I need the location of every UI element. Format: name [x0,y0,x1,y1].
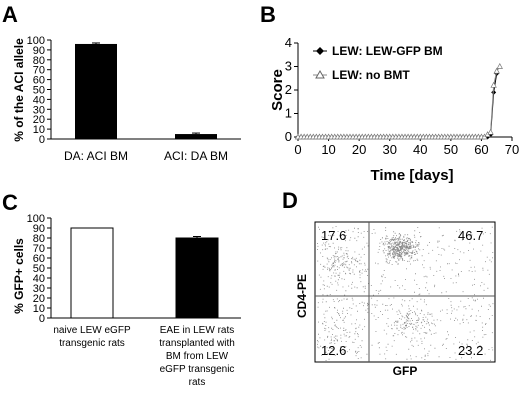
panel-b-point-nobmt [493,67,500,74]
panel-b-legend: LEW: LEW-GFP BM LEW: no BMT [313,44,443,82]
panel-b-x-tick-label: 20 [352,142,366,157]
panel-a-y-tick-label: 90 [33,45,45,57]
panel-a-y-tick-label: 30 [33,104,45,116]
panel-c-category-label: transplanted with [159,338,235,349]
panel-label-b: B [260,2,276,27]
panel-b-x-tick-label: 10 [321,142,335,157]
panel-d-xlabel: GFP [393,364,418,378]
panel-c-y-tick-label: 10 [33,303,45,315]
panel-c-y-tick-label: 90 [33,223,45,235]
panel-a-category-label: DA: ACI BM [64,149,128,163]
panel-c-ylabel: % GFP+ cells [12,238,26,314]
legend-marker-nobmt [315,69,325,79]
panel-b-series-line [298,73,498,138]
panel-b-point-nobmt [490,81,497,88]
panel-c-category-label: rats [189,377,206,388]
panel-a-bar [175,134,217,139]
panel-d-events [317,226,494,361]
panel-b-y-tick-label: 2 [285,82,292,97]
panel-a-y-tick-label: 0 [39,134,45,146]
panel-c-y-tick-label: 60 [33,253,45,265]
panel-b-x-tick-label: 40 [413,142,427,157]
panel-b-x-tick-label: 50 [444,142,458,157]
panel-a-y-tick-label: 50 [33,85,45,97]
panel-c-y-tick-label: 80 [33,233,45,245]
panel-b-x-tick-label: 60 [474,142,488,157]
panel-b-point-nobmt [496,62,503,69]
panel-b-y-tick-label: 0 [285,129,292,144]
quadrant-lower-right: 23.2 [458,343,483,358]
panel-a-category-label: ACI: DA BM [164,149,228,163]
quadrant-upper-right: 46.7 [458,228,483,243]
panel-a-y-tick-label: 70 [33,65,45,77]
panel-a-bar [75,43,117,139]
panel-c-bar [175,237,219,319]
panel-c-y-tick-label: 100 [27,213,45,225]
quadrant-upper-left: 17.6 [321,228,346,243]
panel-a-y-tick-label: 80 [33,55,45,67]
panel-b-y-tick-label: 4 [285,35,292,50]
panel-a-ylabel: % of the ACI allele [12,38,26,142]
panel-b-ylabel: Score [269,69,286,111]
panel-label-d: D [282,188,298,213]
quadrant-lower-left: 12.6 [321,343,346,358]
panel-a-y-tick-label: 40 [33,94,45,106]
panel-b-y-tick-label: 1 [285,106,292,121]
panel-b-x-tick-label: 0 [294,142,301,157]
panel-a-y-tick-label: 20 [33,114,45,126]
panel-b-x-tick-label: 30 [382,142,396,157]
panel-b-y-tick-label: 3 [285,59,292,74]
panel-a-y-tick-label: 10 [33,124,45,136]
panel-b-point-nobmt [487,128,494,135]
panel-c-category-label: naive LEW eGFP [53,325,131,336]
panel-label-a: A [2,2,18,27]
panel-c-y-tick-label: 20 [33,293,45,305]
legend-label-gfp: LEW: LEW-GFP BM [332,44,443,58]
panel-c-y-tick-label: 70 [33,243,45,255]
legend-label-nobmt: LEW: no BMT [332,68,410,82]
panel-b-x-tick-label: 70 [505,142,519,157]
panel-c-y-tick-label: 30 [33,283,45,295]
panel-c-y-tick-label: 40 [33,273,45,285]
panel-c-category-label: transgenic rats [59,338,125,349]
panel-c-y-tick-label: 0 [39,313,45,325]
panel-b-xlabel: Time [days] [370,167,453,184]
panel-a-y-tick-label: 60 [33,75,45,87]
panel-a-y-tick-label: 100 [27,35,45,47]
panel-d-ylabel: CD4-PE [295,274,309,318]
panel-c-category-label: EAE in LEW rats [160,325,234,336]
panel-label-c: C [2,190,18,215]
panel-c-bar [70,227,114,319]
panel-c-category-label: eGFP transgenic [160,364,235,375]
panel-d-flow-plot [314,221,496,363]
panel-c-y-tick-label: 50 [33,263,45,275]
panel-c-category-label: BM from LEW [166,351,229,362]
legend-marker-gfp [316,47,324,55]
